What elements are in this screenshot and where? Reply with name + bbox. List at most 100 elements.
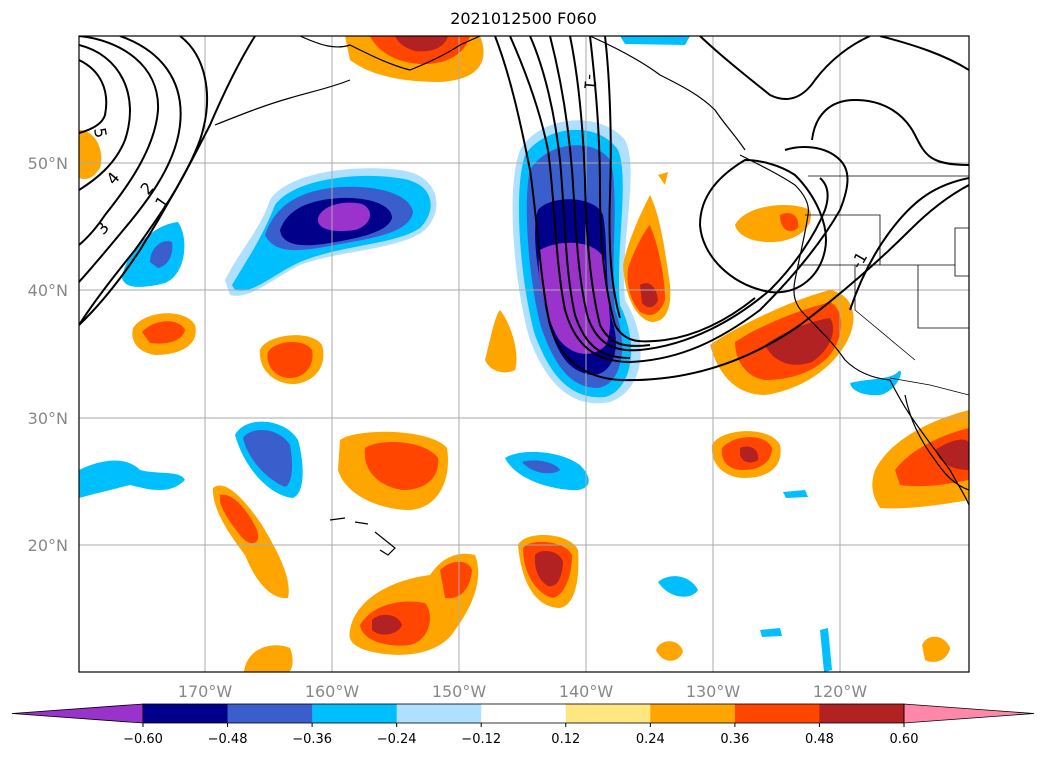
contour-east-1 bbox=[849, 177, 969, 311]
negative-anomaly-small-1 bbox=[658, 576, 698, 597]
contour-trough-1 bbox=[509, 36, 849, 364]
contour-trough-3 bbox=[549, 36, 829, 352]
positive-anomaly-153w-east bbox=[440, 561, 472, 599]
colorbar-segment bbox=[650, 704, 736, 723]
negative-anomaly-north-pacific-core bbox=[317, 202, 371, 232]
bc-coast bbox=[739, 154, 810, 216]
colorbar-segment bbox=[312, 704, 398, 723]
colorbar-tick-label: −0.36 bbox=[292, 732, 332, 747]
positive-anomaly-west-edge bbox=[79, 130, 102, 179]
aleutian-islands bbox=[214, 79, 351, 126]
baja-coast bbox=[889, 379, 969, 506]
map-frame bbox=[78, 35, 970, 673]
negative-anomaly-small-5 bbox=[783, 490, 808, 498]
positive-anomaly-mexico-inner bbox=[935, 439, 969, 470]
contour-trough-5 bbox=[589, 36, 756, 343]
positive-anomaly-145w-small bbox=[485, 310, 517, 373]
contour-label-neg1-north: -1 bbox=[580, 73, 600, 91]
negative-anomaly-180w bbox=[79, 460, 185, 498]
positive-anomaly-155w-core bbox=[364, 442, 439, 490]
lon-label-140w: 140°W bbox=[559, 682, 614, 701]
colorbar-tick-label: 0.48 bbox=[805, 732, 834, 747]
colorbar-segment bbox=[481, 704, 567, 723]
colorbar: −0.60 −0.48 −0.36 −0.24 −0.12 0.12 0.24 0.36 0.4… bbox=[11, 703, 1035, 747]
positive-anomaly-153w-south-inner bbox=[372, 614, 402, 635]
colorbar-segment bbox=[734, 704, 820, 723]
us-mexico-border bbox=[889, 377, 969, 396]
negative-anomaly-small-4 bbox=[760, 628, 782, 637]
colorbar-segment bbox=[565, 704, 651, 723]
colorbar-tick-label: 0.24 bbox=[636, 732, 665, 747]
positive-anomaly-sw bbox=[244, 645, 293, 672]
contour-4 bbox=[79, 44, 131, 191]
positive-anomaly-coastal-ca-inner bbox=[765, 318, 834, 365]
colorbar-tick-label: 0.12 bbox=[551, 732, 580, 747]
mexico-coast bbox=[904, 394, 969, 491]
alaska-coast bbox=[299, 36, 481, 71]
anomaly-fields bbox=[79, 36, 969, 672]
height-contours bbox=[79, 36, 969, 382]
positive-anomaly-small-n bbox=[658, 172, 668, 185]
negative-anomaly-small-west-core bbox=[150, 241, 173, 268]
colorbar-segment bbox=[143, 704, 229, 723]
colorbar-extend-max bbox=[903, 703, 1035, 724]
contour-trough-6 bbox=[494, 36, 969, 382]
lon-label-170w: 170°W bbox=[178, 682, 233, 701]
lon-label-120w: 120°W bbox=[813, 682, 868, 701]
wa-or-border bbox=[805, 214, 881, 265]
positive-anomaly-175w-core bbox=[142, 321, 185, 344]
contour-trough-2 bbox=[529, 36, 631, 359]
lat-label-50n: 50°N bbox=[28, 154, 68, 173]
negative-anomaly-small-6 bbox=[620, 36, 690, 45]
positive-anomaly-127w-inner bbox=[740, 446, 759, 463]
hawaii-islands bbox=[329, 517, 396, 556]
state-box bbox=[954, 227, 969, 277]
latitude-labels: 50°N 40°N 30°N 20°N bbox=[28, 154, 68, 555]
lon-label-130w: 130°W bbox=[686, 682, 741, 701]
lat-label-30n: 30°N bbox=[28, 409, 68, 428]
positive-anomaly-far-se bbox=[922, 636, 950, 662]
lat-label-40n: 40°N bbox=[28, 281, 68, 300]
nv-az-border bbox=[917, 265, 969, 329]
colorbar-outline bbox=[142, 703, 905, 724]
contour-2 bbox=[79, 36, 182, 283]
negative-anomaly-142w-core bbox=[522, 460, 560, 474]
lat-label-20n: 20°N bbox=[28, 536, 68, 555]
colorbar-tick-label: −0.60 bbox=[123, 732, 163, 747]
negative-anomaly-165w-core bbox=[243, 429, 293, 487]
positive-anomaly-142w-inner bbox=[534, 550, 563, 587]
contour-trough-4 bbox=[569, 36, 651, 347]
colorbar-segment bbox=[227, 704, 313, 723]
contour-trough-7 bbox=[604, 36, 621, 319]
lon-label-160w: 160°W bbox=[305, 682, 360, 701]
contour-5 bbox=[79, 59, 108, 134]
se-alaska-coast bbox=[589, 36, 746, 151]
contour-0-west bbox=[79, 36, 256, 326]
contour-low-1 bbox=[698, 158, 827, 294]
positive-anomaly-small-s bbox=[656, 641, 683, 661]
contour-ridge-north bbox=[699, 36, 871, 100]
graticule bbox=[79, 36, 969, 672]
contour-label-5: 5 bbox=[90, 126, 110, 139]
colorbar-tick-label: 0.36 bbox=[720, 732, 749, 747]
positive-anomaly-north-inner bbox=[395, 36, 448, 52]
contour-3 bbox=[79, 36, 160, 246]
contour-north-east bbox=[879, 36, 969, 71]
lon-label-150w: 150°W bbox=[432, 682, 487, 701]
colorbar-tick-label: −0.48 bbox=[208, 732, 248, 747]
positive-anomaly-125w-44n-core bbox=[780, 213, 799, 232]
colorbar-segment bbox=[819, 704, 905, 723]
colorbar-extend-min bbox=[11, 703, 144, 724]
contour-ridge-east bbox=[811, 98, 969, 166]
colorbar-tick-label: −0.24 bbox=[377, 732, 417, 747]
negative-anomaly-small-2 bbox=[850, 370, 901, 396]
colorbar-tick-label: 0.60 bbox=[890, 732, 919, 747]
map-title: 2021012500 F060 bbox=[450, 9, 597, 28]
colorbar-tick-label: −0.12 bbox=[461, 732, 501, 747]
positive-anomaly-165w-core bbox=[267, 341, 313, 378]
negative-anomaly-small-3 bbox=[820, 628, 832, 672]
positive-anomaly-135w-north-inner bbox=[640, 283, 658, 308]
colorbar-segment bbox=[396, 704, 482, 723]
longitude-labels: 170°W 160°W 150°W 140°W 130°W 120°W bbox=[178, 682, 868, 701]
